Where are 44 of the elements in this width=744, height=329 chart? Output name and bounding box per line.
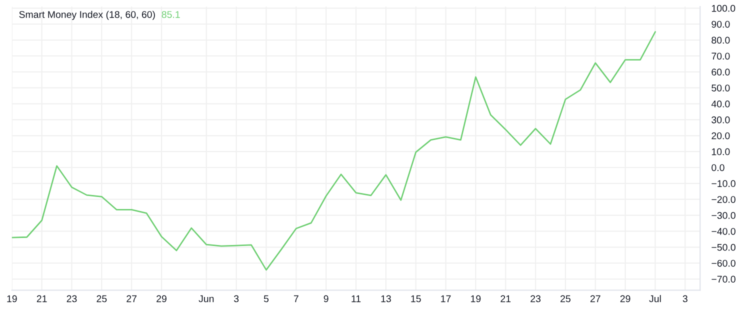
x-tick-label: 9 [324,295,328,302]
y-tick-label: 80.0 [712,36,730,44]
x-tick-label: 23 [530,295,541,302]
x-tick-label: 11 [352,295,361,302]
x-tick-label: 21 [500,295,511,302]
x-tick-label: 25 [96,295,107,302]
x-tick-label: 19 [7,295,17,302]
x-tick-label: 7 [294,295,298,302]
x-tick-label: 21 [36,295,47,302]
x-tick-label: 29 [620,295,630,302]
x-tick-label: 27 [126,295,137,302]
x-tick-label: 17 [441,295,451,302]
x-tick-label: 13 [381,295,391,302]
x-tick-label: 23 [66,295,77,302]
y-tick-label: 90.0 [712,20,730,28]
x-tick-label: 3 [682,295,688,302]
y-tick-label: 30.0 [712,116,730,124]
annotation: 85.1 [162,11,180,18]
line-series [12,31,656,271]
y-tick-label: −20.0 [712,196,736,203]
y-tick-label: 60.0 [712,68,730,76]
x-tick-label: 19 [471,295,481,302]
x-tick-label: 5 [264,295,269,302]
y-tick-label: −30.0 [712,212,736,219]
x-tick-label: 25 [560,295,570,302]
y-tick-label: 20.0 [712,132,730,140]
y-tick-label: −60.0 [712,260,736,267]
x-tick-label: 3 [234,295,239,302]
y-tick-label: 40.0 [711,100,730,108]
y-tick-label: −40.0 [712,228,736,235]
y-tick-label: −50.0 [712,244,736,251]
y-tick-label: 10.0 [712,148,730,156]
x-tick-label: 27 [590,295,600,302]
x-tick-label: Jul [649,295,661,302]
y-tick-label: 70.0 [712,52,730,60]
x-tick-label: Jun [198,295,214,302]
x-tick-label: 15 [411,295,421,302]
y-tick-label: 100.0 [712,4,736,12]
y-tick-label: −70.0 [712,276,736,283]
y-tick-label: 50.0 [712,84,730,92]
x-tick-label: 29 [156,295,166,302]
y-tick-label: 0.0 [712,164,724,172]
y-tick-label: −10.0 [712,180,736,188]
chart-title: Smart Money Index (18, 60, 60) [19,10,155,20]
